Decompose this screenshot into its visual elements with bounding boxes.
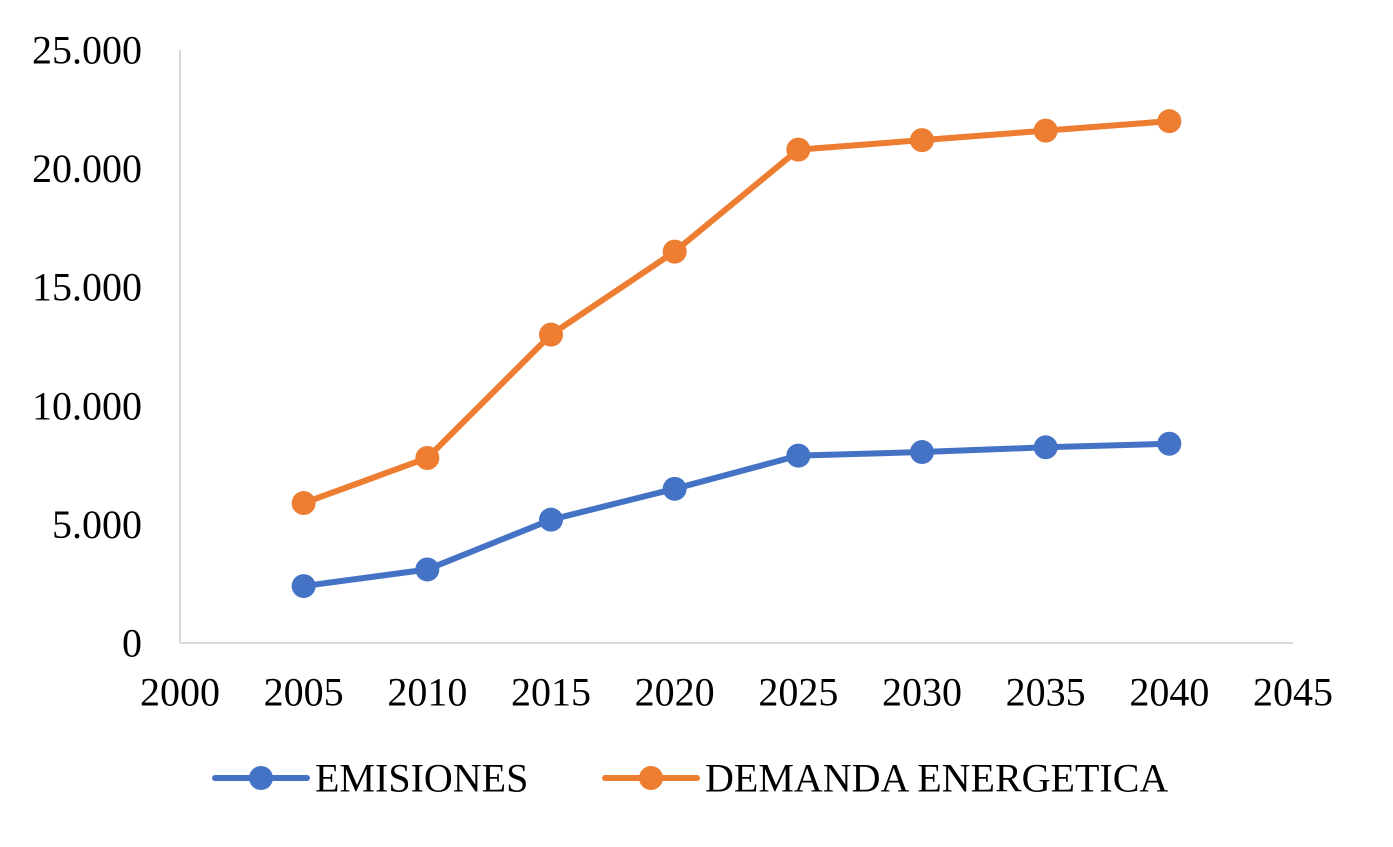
data-point <box>291 491 316 516</box>
data-point <box>662 476 687 501</box>
legend: EMISIONES DEMANDA ENERGETICA <box>212 756 1168 801</box>
legend-marker <box>249 766 273 790</box>
x-tick-label: 2025 <box>758 670 838 715</box>
series <box>291 109 1182 599</box>
x-tick-label: 2005 <box>264 670 344 715</box>
legend-item: EMISIONES <box>212 756 528 801</box>
y-tick-label: 5.000 <box>52 502 142 547</box>
data-point <box>910 440 934 465</box>
data-point <box>1033 435 1058 460</box>
y-tick-labels: 0 5.000 10.000 15.000 20.000 25.000 <box>32 28 142 666</box>
y-tick-label: 10.000 <box>32 383 142 428</box>
data-point <box>1157 431 1182 456</box>
x-tick-label: 2045 <box>1253 670 1333 715</box>
y-tick-label: 20.000 <box>32 146 142 191</box>
data-point <box>539 322 563 347</box>
data-point <box>539 507 563 532</box>
data-point <box>1157 109 1182 134</box>
data-point <box>415 445 440 470</box>
axes <box>179 50 1293 644</box>
data-point <box>786 137 811 162</box>
x-tick-labels: 2000 2005 2010 2015 2020 2025 2030 2035 2040 2045 <box>140 670 1333 715</box>
data-point <box>291 574 316 599</box>
data-point <box>910 128 934 153</box>
y-tick-label: 15.000 <box>32 265 142 310</box>
legend-label: DEMANDA ENERGETICA <box>705 756 1168 801</box>
x-tick-label: 2010 <box>387 670 467 715</box>
series-emisiones <box>291 431 1182 599</box>
x-tick-label: 2035 <box>1006 670 1086 715</box>
series-demanda-energetica <box>291 109 1182 516</box>
legend-marker <box>639 766 663 790</box>
series-line <box>300 440 1173 590</box>
x-tick-label: 2015 <box>511 670 591 715</box>
x-tick-label: 2040 <box>1129 670 1209 715</box>
data-point <box>415 557 440 582</box>
data-point <box>662 239 687 264</box>
y-tick-label: 25.000 <box>32 28 142 73</box>
data-point <box>786 443 811 468</box>
x-tick-label: 2020 <box>635 670 715 715</box>
x-tick-label: 2000 <box>140 670 220 715</box>
x-tick-label: 2030 <box>882 670 962 715</box>
legend-item: DEMANDA ENERGETICA <box>602 756 1168 801</box>
series-line <box>300 118 1173 507</box>
data-point <box>1033 118 1058 143</box>
y-tick-label: 0 <box>122 621 142 666</box>
legend-label: EMISIONES <box>315 756 528 801</box>
